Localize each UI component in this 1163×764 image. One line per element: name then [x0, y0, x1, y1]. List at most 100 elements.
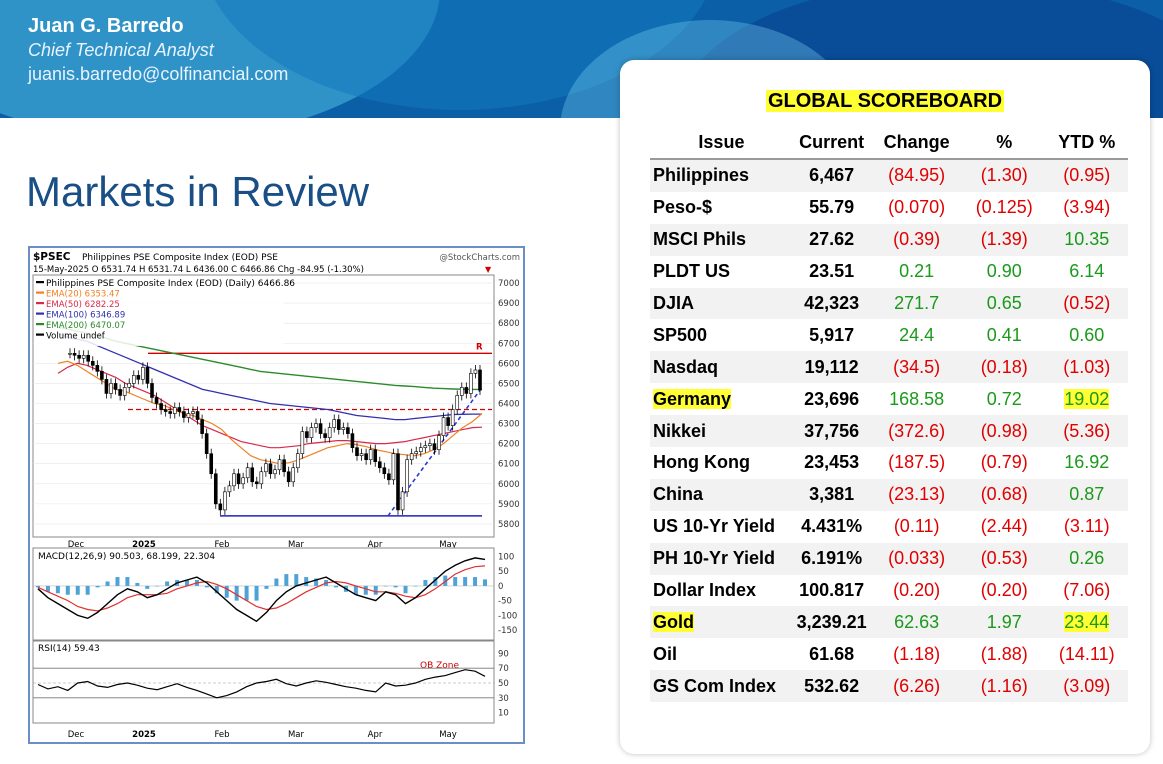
- row-current: 37,756: [792, 415, 871, 448]
- legend-swatch: [36, 281, 44, 284]
- price-tick-label: 6300: [498, 420, 520, 430]
- trend-line: [387, 386, 483, 517]
- candle-body: [282, 459, 286, 473]
- rsi-line: [37, 669, 486, 699]
- row-pct: 0.90: [962, 255, 1046, 288]
- row-issue-text: PLDT US: [653, 261, 731, 282]
- row-current-text: 27.62: [809, 229, 855, 250]
- column-header-change: Change: [870, 126, 963, 160]
- row-pct-text: (0.125): [975, 197, 1033, 218]
- table-row: Hong Kong 23,453 (187.5) (0.79) 16.92: [650, 447, 1128, 479]
- row-ytd-text: (3.09): [1063, 675, 1111, 696]
- row-ytd: (1.03): [1045, 351, 1128, 384]
- row-issue: US 10-Yr Yield: [650, 510, 793, 543]
- macd-histogram-bar: [284, 574, 289, 586]
- macd-histogram-bar: [234, 585, 239, 601]
- row-ytd: (0.95): [1045, 159, 1128, 192]
- global-scoreboard-card: GLOBAL SCOREBOARD Issue Current Change %…: [620, 60, 1150, 754]
- macd-histogram-bar: [413, 585, 418, 587]
- row-change: (0.11): [870, 510, 963, 543]
- row-pct: (2.44): [962, 510, 1046, 543]
- candle-body: [163, 409, 168, 412]
- candle-body: [314, 423, 318, 428]
- macd-tick-label: -50: [498, 597, 512, 607]
- candle-body: [218, 503, 223, 511]
- candle-body: [382, 467, 387, 475]
- row-current: 6,467: [792, 159, 871, 192]
- macd-tick-label: -100: [498, 611, 517, 621]
- candle-body: [391, 453, 396, 481]
- row-change-text: (0.033): [888, 548, 946, 569]
- row-ytd-text: 0.60: [1069, 324, 1105, 345]
- row-current: 6.191%: [792, 542, 871, 575]
- candle-body: [191, 411, 195, 414]
- table-row: PH 10-Yr Yield 6.191% (0.033) (0.53) 0.26: [650, 542, 1128, 575]
- scoreboard-body: Philippines 6,467 (84.95) (1.30) (0.95) Peso-…: [650, 159, 1128, 703]
- price-tick-label: 6000: [498, 480, 520, 490]
- row-change: (84.95): [870, 159, 963, 192]
- row-ytd-text: 16.92: [1064, 452, 1110, 473]
- row-change: (187.5): [870, 447, 963, 479]
- legend-item: EMA(200) 6470.07: [46, 321, 125, 331]
- x-axis-labels-bottom: Dec 2025 Feb Mar Apr May: [68, 730, 457, 740]
- psei-stock-chart: $PSEC Philippines PSE Composite Index (E…: [28, 246, 525, 744]
- candle-body: [277, 459, 282, 471]
- candle-body: [423, 445, 428, 448]
- macd-histogram-bar: [244, 585, 249, 601]
- candle-body: [154, 397, 159, 404]
- candle-body: [469, 373, 473, 394]
- row-pct-text: 0.65: [986, 293, 1022, 313]
- x-axis-labels: Dec 2025 Feb Mar Apr May: [68, 540, 457, 550]
- row-change-text: (0.39): [893, 229, 941, 250]
- row-pct: (1.88): [962, 638, 1046, 671]
- row-issue-text: PH 10-Yr Yield: [653, 548, 776, 569]
- stock-chart-svg: $PSEC Philippines PSE Composite Index (E…: [32, 251, 520, 740]
- row-change: (0.070): [870, 191, 963, 224]
- down-arrow-icon: ▼: [485, 265, 492, 274]
- candle-body: [478, 369, 482, 391]
- price-tick-label: 7000: [498, 279, 520, 289]
- row-ytd-text: 0.87: [1069, 484, 1105, 505]
- row-pct-text: (1.16): [980, 675, 1028, 696]
- candle-body: [473, 369, 478, 374]
- row-pct-text: (1.88): [980, 643, 1028, 664]
- macd-histogram-bar: [45, 585, 50, 592]
- price-tick-label: 5800: [498, 520, 520, 530]
- x-tick-label: Mar: [288, 540, 305, 550]
- candle-body: [100, 371, 104, 380]
- price-axis: 7000 6900 6800 6700 6600 6500 6400 6300 6200 6100…: [498, 279, 520, 530]
- row-current-text: 4.431%: [801, 516, 863, 537]
- candle-body: [68, 352, 72, 355]
- row-pct: (0.79): [962, 447, 1046, 479]
- macd-histogram-bar: [274, 578, 279, 586]
- legend-swatch: [36, 291, 44, 294]
- row-issue: PH 10-Yr Yield: [650, 542, 793, 575]
- row-pct-text: (2.44): [980, 516, 1028, 537]
- candle-body: [305, 431, 309, 438]
- candle-body: [104, 379, 109, 394]
- row-pct: (1.30): [962, 159, 1046, 192]
- candle-body: [350, 433, 355, 448]
- row-issue-text: US 10-Yr Yield: [653, 516, 776, 537]
- row-current-text: 19,112: [804, 356, 859, 377]
- candle-body: [223, 491, 227, 511]
- row-issue-text: Nikkei: [653, 420, 707, 441]
- candle-body: [122, 387, 127, 396]
- x-tick-label: Feb: [214, 730, 229, 740]
- row-pct: (1.39): [962, 223, 1046, 256]
- row-issue-text: MSCI Phils: [653, 229, 747, 250]
- macd-histogram-bar: [115, 577, 120, 586]
- candle-body: [227, 485, 232, 493]
- candle-body: [295, 453, 300, 469]
- row-ytd: (3.11): [1045, 510, 1128, 543]
- row-pct-text: (0.20): [980, 580, 1028, 601]
- author-email[interactable]: juanis.barredo@colfinancial.com: [28, 64, 289, 84]
- legend-swatch: [36, 312, 44, 315]
- macd-histogram-bar: [393, 585, 398, 588]
- legend-item: Volume undef: [46, 332, 106, 342]
- candle-body: [127, 383, 132, 388]
- legend-swatch: [36, 333, 44, 336]
- candle-body: [77, 355, 81, 359]
- legend-item: Philippines PSE Composite Index (EOD) (D…: [46, 279, 295, 289]
- row-current-text: 42,323: [804, 293, 860, 313]
